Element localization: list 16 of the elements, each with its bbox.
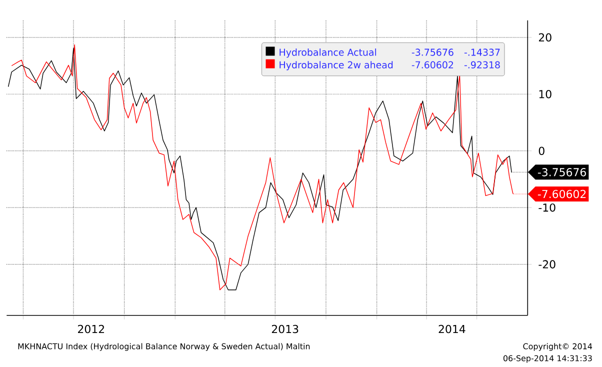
annotation: -7.60602 [538,190,586,198]
x-tick-label: 2014 [438,324,466,334]
annotation: -.14337 [464,48,500,56]
legend-label: Hydrobalance 2w ahead [280,61,393,70]
y-tick-label: 10 [539,90,552,98]
x-tick-label: 2012 [78,324,104,334]
annotation: -7.60602 [412,61,454,68]
y-tick-label: 0 [538,146,544,155]
annotation: -.92318 [464,61,500,68]
y-tick-label: -20 [538,260,556,268]
annotation: -3.75676 [538,168,586,176]
y-tick-label: 20 [538,33,552,42]
y-tick-label: -10 [538,203,556,212]
x-tick-label: 2013 [272,324,298,334]
annotation: -3.75676 [412,48,454,56]
legend-label: Hydrobalance Actual [280,48,376,58]
